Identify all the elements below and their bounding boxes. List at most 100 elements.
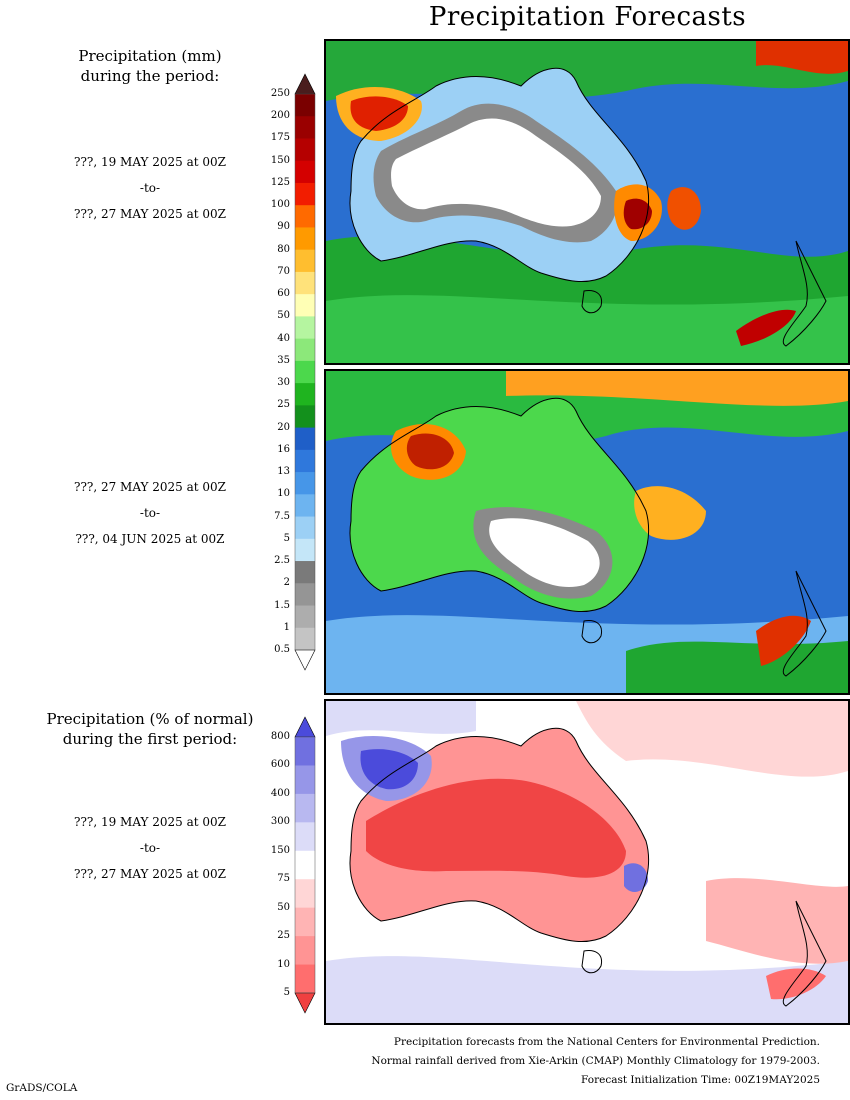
colorbar-label: 100 (270, 199, 290, 211)
colorbar-swatch (295, 737, 315, 766)
colorbar-label: 50 (277, 310, 290, 322)
colorbar-arrow-top (294, 73, 316, 95)
colorbar-label: 200 (270, 110, 290, 122)
credit: GrADS/COLA (6, 1082, 78, 1094)
colorbar-label: 25 (277, 399, 290, 411)
colorbar-label: 125 (270, 176, 290, 188)
anomaly-map (326, 701, 848, 1023)
period3-start: ???, 19 MAY 2025 at 00Z (74, 815, 226, 829)
colorbar-label: 300 (270, 816, 290, 828)
colorbar-swatch (295, 494, 315, 518)
period3-end: ???, 27 MAY 2025 at 00Z (74, 867, 226, 881)
precip-heading: Precipitation (mm) during the period: (30, 46, 270, 86)
colorbar-label: 7.5 (274, 510, 290, 522)
anom-heading-line1: Precipitation (% of normal) (46, 710, 254, 728)
colorbar-label: 70 (277, 265, 290, 277)
footer-line1: Precipitation forecasts from the Nationa… (393, 1036, 820, 1048)
colorbar-swatch (295, 360, 315, 384)
colorbar-label: 13 (277, 466, 290, 478)
page-title: Precipitation Forecasts (428, 2, 747, 32)
colorbar-swatch (295, 160, 315, 184)
colorbar-swatch (295, 338, 315, 362)
precip-heading-line1: Precipitation (mm) (78, 47, 222, 65)
colorbar-swatch (295, 850, 315, 880)
colorbar-swatch (295, 94, 315, 117)
colorbar-label: 25 (277, 930, 290, 942)
colorbar-swatch (295, 822, 315, 852)
colorbar-swatch (295, 907, 315, 937)
colorbar-swatch (295, 879, 315, 909)
period2-end: ???, 04 JUN 2025 at 00Z (75, 532, 225, 546)
colorbar-arrow-top (294, 716, 316, 738)
period1-label: ???, 19 MAY 2025 at 00Z -to- ???, 27 MAY… (0, 155, 300, 221)
period1-sep: -to- (139, 181, 161, 195)
colorbar-label: 35 (277, 354, 290, 366)
colorbar-swatch (295, 538, 315, 562)
colorbar-swatch (295, 316, 315, 340)
colorbar-label: 30 (277, 377, 290, 389)
colorbar-swatch (295, 583, 315, 607)
colorbar-frame (294, 736, 316, 994)
colorbar-swatch (295, 449, 315, 473)
footer: Precipitation forecasts from the Nationa… (371, 1033, 820, 1090)
colorbar-frame (294, 93, 316, 651)
colorbar-swatch (295, 765, 315, 795)
colorbar-swatch (295, 964, 315, 994)
colorbar-label: 40 (277, 332, 290, 344)
colorbar-swatch (295, 427, 315, 451)
colorbar-label: 75 (277, 873, 290, 885)
colorbar-label: 90 (277, 221, 290, 233)
colorbar-label: 600 (270, 759, 290, 771)
period1-start: ???, 19 MAY 2025 at 00Z (74, 155, 226, 169)
colorbar-swatch (295, 205, 315, 228)
colorbar-label: 5 (283, 532, 290, 544)
colorbar-swatch (295, 472, 315, 495)
precip-map-week2 (326, 371, 848, 693)
anom-heading-line2: during the first period: (62, 730, 238, 748)
period1-end: ???, 27 MAY 2025 at 00Z (74, 207, 226, 221)
colorbar-label: 20 (277, 421, 290, 433)
colorbar-label: 50 (277, 901, 290, 913)
colorbar-label: 800 (270, 731, 290, 742)
colorbar-label: 5 (283, 987, 290, 998)
colorbar-label: 1.5 (274, 599, 290, 611)
colorbar-arrow-bottom (294, 992, 316, 1014)
colorbar-swatch (295, 936, 315, 966)
colorbar-label: 150 (270, 154, 290, 166)
footer-line3: Forecast Initialization Time: 00Z19MAY20… (581, 1074, 820, 1086)
colorbar-swatch (295, 627, 315, 651)
colorbar-label: 10 (277, 958, 290, 970)
colorbar-label: 10 (277, 488, 290, 500)
colorbar-label: 0.5 (274, 644, 290, 655)
colorbar-label: 1 (283, 621, 290, 633)
anom-heading: Precipitation (% of normal) during the f… (30, 709, 270, 749)
period2-sep: -to- (139, 506, 161, 520)
period2-label: ???, 27 MAY 2025 at 00Z -to- ???, 04 JUN… (0, 480, 300, 546)
colorbar-swatch (295, 405, 315, 429)
precip-heading-line2: during the period: (80, 67, 220, 85)
colorbar-label: 150 (270, 844, 290, 856)
period2-start: ???, 27 MAY 2025 at 00Z (74, 480, 226, 494)
footer-line2: Normal rainfall derived from Xie-Arkin (… (371, 1055, 820, 1067)
colorbar-label: 2 (283, 577, 290, 589)
colorbar-swatch (295, 294, 315, 317)
colorbar-swatch (295, 561, 315, 584)
colorbar-swatch (295, 516, 315, 540)
colorbar-label: 60 (277, 288, 290, 300)
colorbar-swatch (295, 605, 315, 629)
colorbar-swatch (295, 116, 315, 139)
anom-colorbar (294, 716, 316, 1014)
colorbar-swatch (295, 271, 315, 295)
colorbar-swatch (295, 793, 315, 823)
map-panel-week1 (324, 39, 850, 365)
colorbar-swatch (295, 227, 315, 251)
colorbar-label: 16 (277, 443, 290, 455)
colorbar-label: 400 (270, 787, 290, 799)
precip-colorbar (294, 73, 316, 671)
colorbar-label: 2.5 (274, 555, 290, 567)
map-panel-anomaly (324, 699, 850, 1025)
colorbar-arrow-bottom (294, 649, 316, 671)
colorbar-swatch (295, 138, 315, 162)
period3-sep: -to- (139, 841, 161, 855)
colorbar-label: 175 (270, 132, 290, 144)
